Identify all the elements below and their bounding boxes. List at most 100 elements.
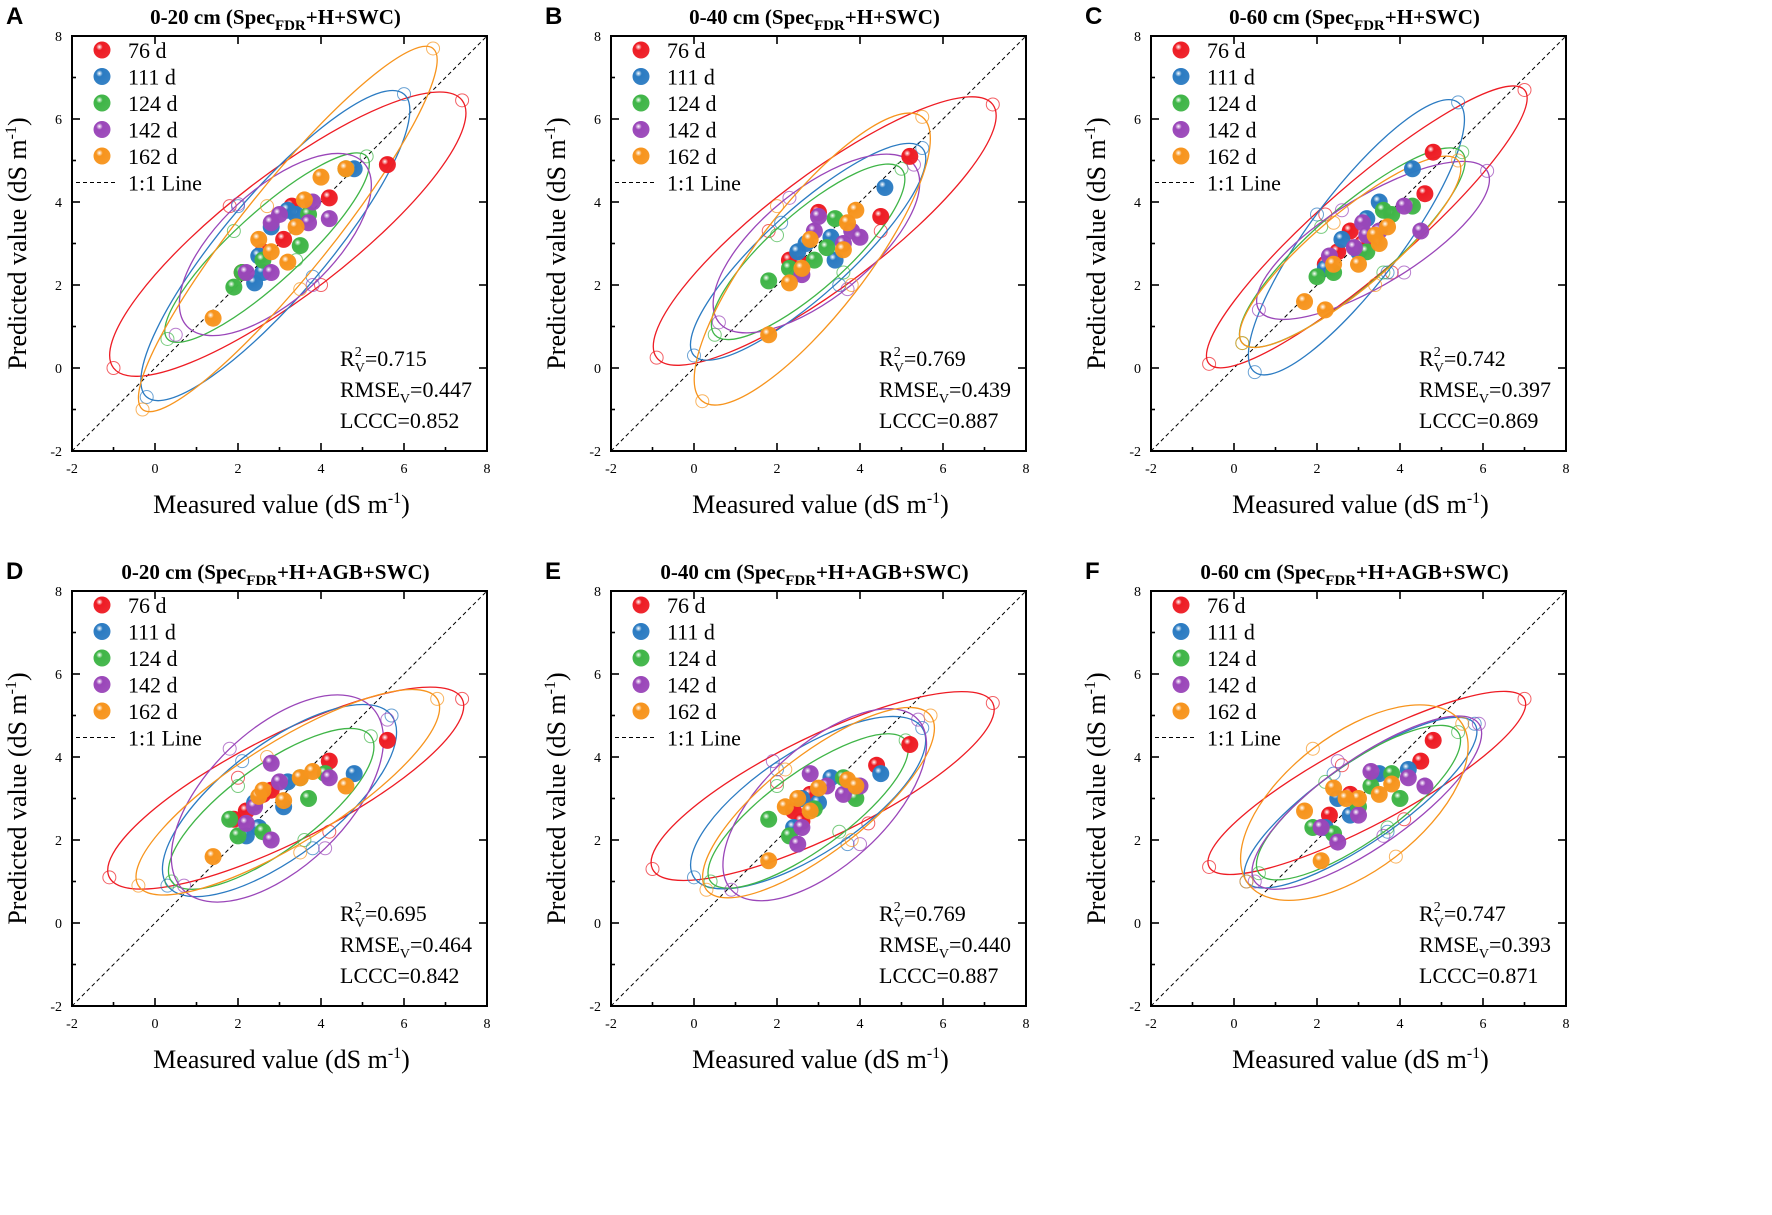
ellipse-vertex-marker xyxy=(305,841,320,856)
ellipse-vertex-marker xyxy=(923,708,938,723)
plot-area xyxy=(72,36,487,451)
y-tick-label: 6 xyxy=(1134,113,1141,128)
confidence-ellipse xyxy=(689,715,927,890)
data-point xyxy=(262,243,280,261)
x-tick-label: 0 xyxy=(1231,1017,1238,1032)
legend-marker xyxy=(1172,676,1190,693)
y-axis-superscript: -1 xyxy=(1082,681,1099,694)
ellipse-vertex-marker xyxy=(853,837,867,852)
data-point xyxy=(1412,752,1430,770)
ellipse-vertex-marker xyxy=(426,41,441,56)
legend-marker xyxy=(93,676,111,693)
y-tick-label: 4 xyxy=(594,196,601,211)
ellipse-vertex-marker xyxy=(160,331,175,346)
confidence-ellipse xyxy=(689,142,927,361)
rmse-subscript: V xyxy=(1479,392,1489,407)
y-tick-label: 6 xyxy=(1134,668,1141,683)
legend-line-label: 1:1 Line xyxy=(667,726,741,751)
title-text: +H+AGB+SWC) xyxy=(816,560,969,584)
data-point xyxy=(1312,819,1330,837)
ellipse-vertex-marker xyxy=(235,754,250,769)
rmse-value: =0.447 xyxy=(410,377,472,402)
data-point xyxy=(1337,790,1355,807)
r2-superscript: 2 xyxy=(355,900,362,915)
y-axis-title-close: ) xyxy=(542,672,571,681)
ellipse-vertex-marker xyxy=(1451,153,1466,168)
x-tick-label: 0 xyxy=(1231,462,1238,477)
rmse-label: RMSE xyxy=(340,932,400,957)
ellipse-vertex-marker xyxy=(770,762,784,777)
legend-label: 76 d xyxy=(1207,38,1246,63)
y-tick-label: 8 xyxy=(1134,585,1141,600)
data-point xyxy=(780,274,798,292)
y-tick-label: 0 xyxy=(55,362,62,377)
data-point xyxy=(1350,806,1367,824)
x-tick-label: 0 xyxy=(691,462,698,477)
data-point xyxy=(279,253,297,271)
ellipse-vertex-marker xyxy=(1334,758,1349,773)
ellipse-vertex-marker xyxy=(1397,812,1412,827)
ellipse-vertex-marker xyxy=(131,878,146,893)
ellipse-vertex-marker xyxy=(915,720,930,735)
legend-line-label: 1:1 Line xyxy=(667,171,741,196)
ellipse-vertex-marker xyxy=(1310,207,1324,222)
r2-subscript: V xyxy=(894,361,904,376)
confidence-ellipse xyxy=(135,688,441,896)
x-tick-label: 8 xyxy=(1563,1017,1570,1032)
y-tick-label: 8 xyxy=(55,30,62,45)
ellipse-vertex-marker xyxy=(1517,691,1532,706)
r2-value: =0.742 xyxy=(1444,346,1506,371)
legend-marker xyxy=(93,702,111,720)
x-tick-label: -2 xyxy=(1145,1017,1157,1032)
ellipse-vertex-marker xyxy=(840,282,855,297)
rmse-stat: RMSEV=0.464 xyxy=(340,932,472,962)
y-tick-label: 8 xyxy=(55,585,62,600)
data-point xyxy=(262,831,280,849)
data-point xyxy=(295,191,313,209)
data-point xyxy=(1325,779,1343,797)
x-axis-title-text: Measured value (dS m xyxy=(153,1045,388,1074)
plot-area xyxy=(1151,591,1566,1006)
lccc-stat: LCCC=0.887 xyxy=(879,408,998,433)
y-tick-label: 0 xyxy=(594,917,601,932)
ellipse-vertex-marker xyxy=(1451,725,1466,740)
ellipse-vertex-marker xyxy=(293,845,308,860)
legend-label: 124 d xyxy=(667,91,717,116)
rmse-subscript: V xyxy=(939,947,949,962)
ellipse-vertex-marker xyxy=(231,197,245,212)
ellipse-vertex-marker xyxy=(770,779,784,794)
panel-letter: E xyxy=(545,558,561,585)
y-axis-title-close: ) xyxy=(1082,117,1111,126)
x-tick-label: 8 xyxy=(1023,462,1030,477)
data-point xyxy=(789,835,807,853)
ellipse-vertex-marker xyxy=(1202,356,1217,371)
confidence-ellipse xyxy=(712,153,921,334)
ellipse-vertex-marker xyxy=(844,833,859,847)
rmse-stat: RMSEV=0.439 xyxy=(879,377,1011,407)
legend-label: 124 d xyxy=(1207,646,1257,671)
confidence-ellipse xyxy=(1238,155,1462,349)
x-tick-label: -2 xyxy=(66,1017,78,1032)
y-tick-label: 2 xyxy=(594,279,601,294)
panel-letter: C xyxy=(1085,3,1102,30)
data-point xyxy=(789,790,807,807)
x-tick-label: 6 xyxy=(401,462,408,477)
ellipse-vertex-marker xyxy=(1455,716,1470,731)
confidence-ellipse xyxy=(693,112,931,406)
ellipse-vertex-marker xyxy=(1376,265,1391,280)
confidence-ellipse xyxy=(1239,704,1469,902)
x-axis-title: Measured value (dS m-1) xyxy=(153,1045,410,1074)
data-point xyxy=(1316,301,1334,319)
y-tick-label: 8 xyxy=(594,30,601,45)
x-axis-title-text: Measured value (dS m xyxy=(692,490,927,519)
legend-line-label: 1:1 Line xyxy=(1207,726,1281,751)
ellipse-vertex-marker xyxy=(687,348,701,363)
y-tick-label: 4 xyxy=(1134,196,1141,211)
rmse-label: RMSE xyxy=(1419,377,1479,402)
y-tick-label: 4 xyxy=(594,751,601,766)
r2-superscript: 2 xyxy=(355,345,362,360)
data-point xyxy=(1296,802,1314,820)
r2-stat: R2 V=0.769 xyxy=(879,900,966,931)
ellipse-vertex-marker xyxy=(1380,265,1395,280)
ellipse-vertex-marker xyxy=(782,190,797,205)
